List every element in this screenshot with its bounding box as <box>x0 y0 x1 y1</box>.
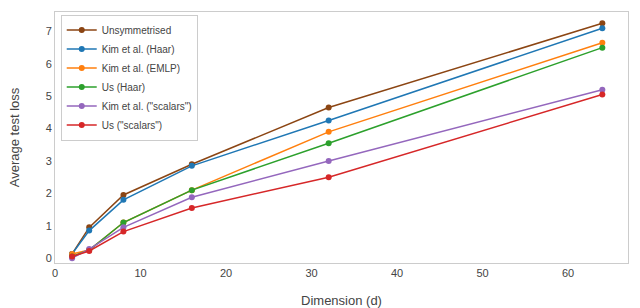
svg-text:Kim et al. (EMLP): Kim et al. (EMLP) <box>102 63 180 74</box>
svg-text:3: 3 <box>46 155 52 167</box>
svg-text:5: 5 <box>46 90 52 102</box>
svg-text:0: 0 <box>46 252 52 264</box>
svg-text:0: 0 <box>52 267 58 279</box>
svg-text:7: 7 <box>46 25 52 37</box>
svg-text:50: 50 <box>476 267 488 279</box>
svg-text:Kim et al. ("scalars"): Kim et al. ("scalars") <box>102 101 192 112</box>
svg-text:Us ("scalars"): Us ("scalars") <box>102 120 162 131</box>
svg-text:Average test loss: Average test loss <box>7 87 22 187</box>
svg-text:1: 1 <box>46 220 52 232</box>
svg-text:6: 6 <box>46 58 52 70</box>
svg-text:40: 40 <box>391 267 403 279</box>
svg-text:Kim et al. (Haar): Kim et al. (Haar) <box>102 44 175 55</box>
svg-text:4: 4 <box>46 122 52 134</box>
svg-text:30: 30 <box>305 267 317 279</box>
svg-text:20: 20 <box>220 267 232 279</box>
svg-text:2: 2 <box>46 187 52 199</box>
svg-text:Dimension (d): Dimension (d) <box>301 293 382 308</box>
svg-text:Unsymmetrised: Unsymmetrised <box>102 25 171 36</box>
svg-text:10: 10 <box>134 267 146 279</box>
svg-text:Us (Haar): Us (Haar) <box>102 82 145 93</box>
svg-text:60: 60 <box>562 267 574 279</box>
